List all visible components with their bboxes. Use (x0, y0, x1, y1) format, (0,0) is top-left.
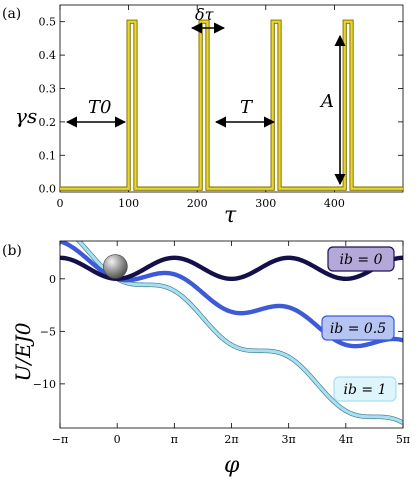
x-tick-label: 0 (57, 197, 64, 210)
y-tick-label: 0.2 (39, 116, 57, 129)
pulse-line (60, 20, 403, 190)
panel-b-x-ticks: −π 0 π 2π 3π 4π 5π (52, 241, 410, 446)
panel-a-pulse-series (60, 19, 403, 191)
series-label-box (327, 246, 395, 272)
t0-label: T0 (88, 97, 111, 118)
panel-a-xlabel: τ (224, 203, 237, 228)
x-tick-label: 5π (396, 433, 410, 446)
panel-b-xlabel: φ (224, 453, 240, 478)
series-label-box (333, 376, 397, 402)
y-tick-label: 0.1 (39, 149, 57, 162)
x-tick-label: π (171, 433, 178, 446)
panel-b-label: (b) (2, 243, 22, 259)
panel-b-series-labels: ib = 0 ib = 0.5 ib = 1 (321, 246, 397, 402)
amplitude-label: A (319, 91, 334, 112)
panel-a-frame (59, 4, 404, 193)
x-tick-label: 2π (224, 433, 238, 446)
x-tick-label: 300 (255, 197, 276, 210)
panel-b-ylabel[interactable]: U/EJ0 (11, 322, 35, 381)
x-tick-label: 400 (324, 197, 345, 210)
panel-a-ylabel: γs (15, 104, 37, 128)
t-label: T (240, 97, 254, 118)
panel-a: (a) 0.00.10.20.30.40.5 0 100 200 300 400 γs … (2, 4, 404, 228)
x-tick-label: 3π (282, 433, 296, 446)
panel-a-annotations: T0 T δτ A (65, 5, 346, 186)
y-tick-label: 0.3 (39, 82, 57, 95)
y-tick-label: −10 (33, 378, 56, 391)
series-label: ib = 1 (344, 382, 387, 398)
x-tick-label: 200 (187, 197, 208, 210)
y-tick-label: 0.5 (39, 16, 57, 29)
curve-line (60, 255, 403, 282)
y-tick-label: 0 (49, 273, 56, 286)
x-tick-label: −π (52, 433, 68, 446)
y-tick-label: 0.4 (39, 49, 57, 62)
ball-marker (103, 254, 128, 279)
x-tick-label: 4π (339, 433, 353, 446)
panel-b: (b) 0−5−10 −π 0 π 2π 3π 4π 5π ib = 0ib = 0.5ib… (2, 240, 410, 478)
series-label-box (321, 315, 395, 341)
y-tick-label: 0.0 (39, 183, 57, 196)
panel-b-curves (60, 241, 403, 425)
panel-a-y-ticks: 0.0 0.1 0.2 0.3 0.4 0.5 (39, 16, 403, 196)
x-tick-label: 100 (118, 197, 139, 210)
series-label: ib = 0 (340, 252, 383, 268)
panel-a-label: (a) (2, 6, 21, 22)
dtau-label: δτ (195, 5, 215, 24)
y-tick-label: −5 (40, 325, 56, 338)
panel-a-x-ticks: 0 100 200 300 400 (57, 5, 345, 210)
x-tick-label: 0 (114, 433, 121, 446)
series-label: ib = 0.5 (330, 321, 386, 337)
panel-b-y-ticks: 0 −5 −10 (33, 273, 403, 391)
